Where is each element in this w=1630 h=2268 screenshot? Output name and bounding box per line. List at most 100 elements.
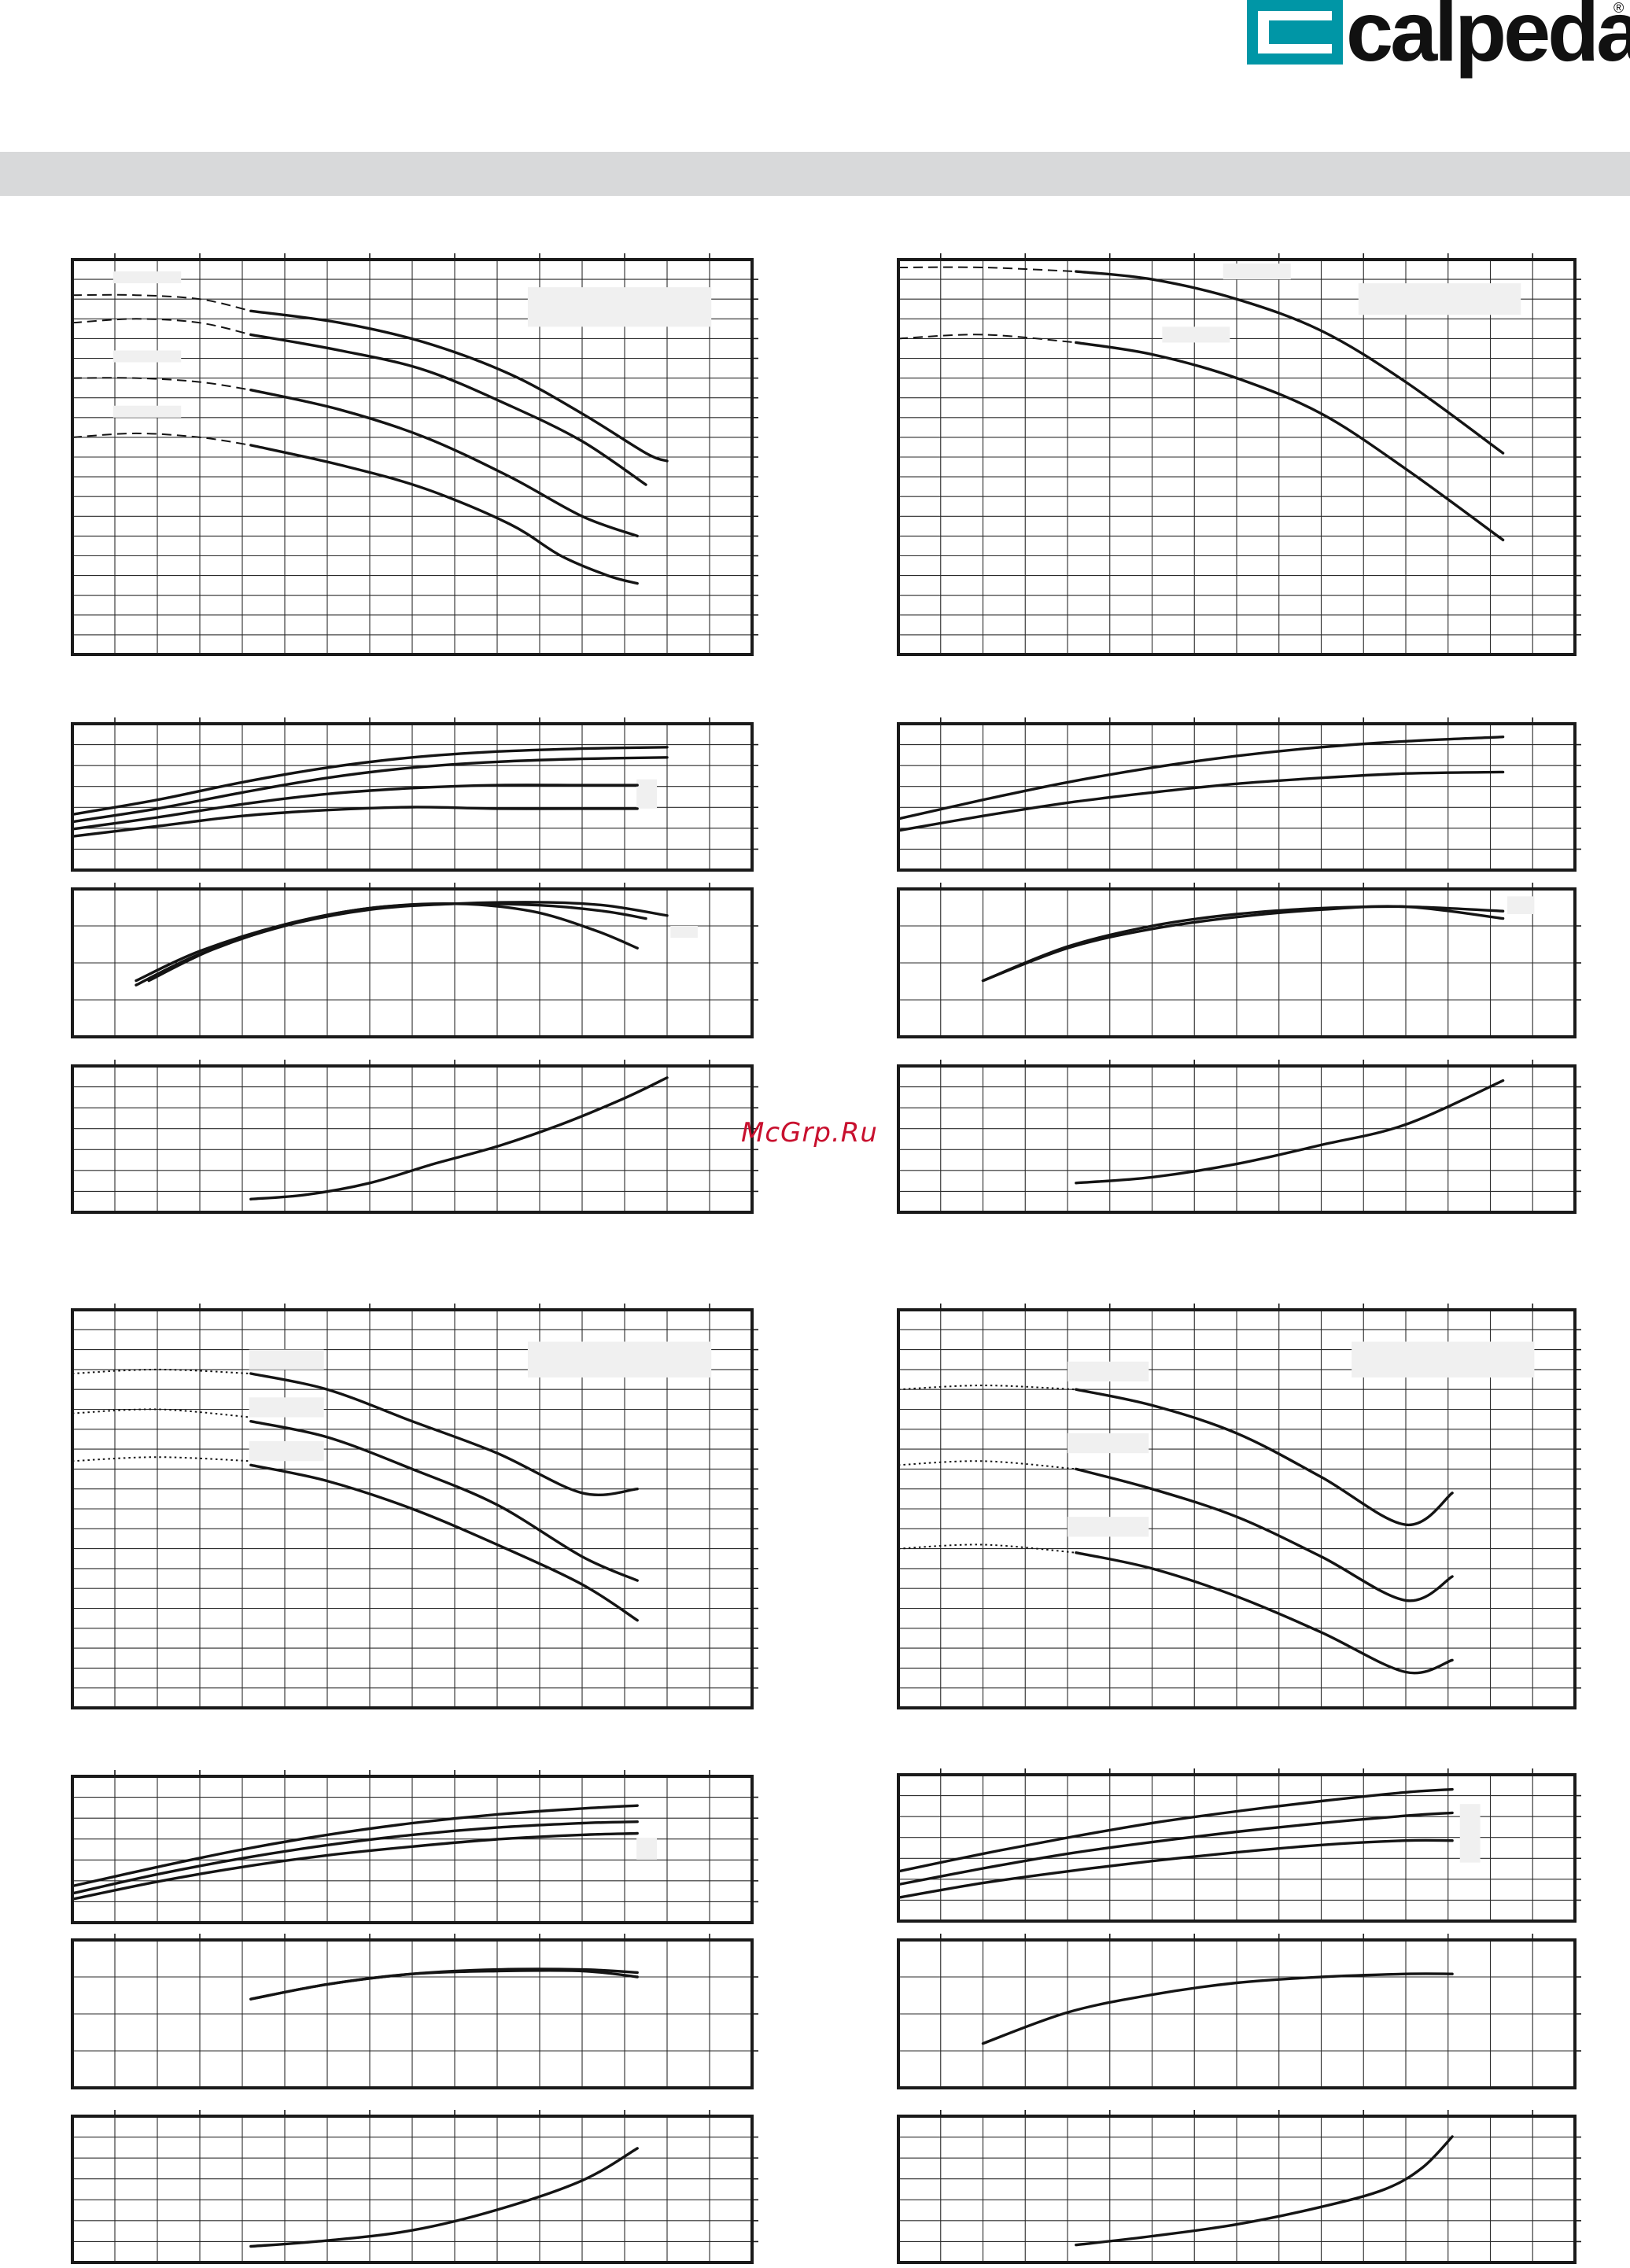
gridlines: [72, 1776, 752, 1923]
gridlines: [72, 2116, 752, 2262]
power-curve-1: [71, 1804, 639, 1888]
power-curve-1: [897, 1787, 1454, 1873]
gridlines: [72, 724, 752, 870]
power-curve-3: [897, 1838, 1454, 1899]
head-curve-3: [1075, 1551, 1454, 1675]
registered-mark: ®: [1613, 0, 1624, 16]
head-curve-2: [249, 1420, 639, 1582]
gridlines: [898, 2116, 1575, 2262]
npsh-curve-1: [249, 1076, 669, 1200]
label-placeholder: [1459, 1804, 1481, 1863]
power-curve-3: [71, 1831, 639, 1901]
curve-extension: [72, 432, 251, 446]
axis-ticks: [114, 2110, 758, 2243]
gridlines: [898, 724, 1575, 870]
axis-ticks: [114, 1934, 758, 2052]
curve-extension: [72, 293, 252, 312]
efficiency-curve-1: [981, 905, 1505, 983]
plot-frame: [71, 887, 754, 1038]
power-curve-3: [71, 784, 639, 831]
power-curve-1: [897, 736, 1505, 821]
efficiency-curve-3: [147, 902, 639, 983]
plot-frame: [897, 1308, 1577, 1709]
chart-a-efficiency: [71, 883, 758, 1038]
gridlines: [72, 889, 752, 1037]
head-curve-4: [249, 444, 639, 585]
label-placeholder: [636, 779, 658, 809]
plot-frame: [71, 1064, 754, 1214]
axis-ticks: [114, 717, 758, 850]
plot-frame: [897, 1773, 1577, 1923]
gridlines: [72, 1940, 752, 2088]
header-band: [0, 152, 1630, 196]
head-curve-2: [1075, 1467, 1454, 1602]
power-curve-2: [897, 770, 1505, 832]
head-curve-3: [249, 389, 639, 538]
power-curve-2: [71, 1820, 639, 1895]
label-placeholder: [112, 350, 182, 363]
head-curve-2: [249, 333, 647, 486]
gridlines: [898, 889, 1575, 1037]
curve-extension: [898, 1385, 1076, 1391]
npsh-curve-1: [1075, 2135, 1454, 2247]
npsh-curve-1: [1075, 1079, 1505, 1185]
chart-d-head: [897, 1304, 1581, 1709]
curve-extension: [898, 266, 1076, 273]
axis-ticks: [939, 1934, 1581, 2052]
curve-extension: [898, 1460, 1076, 1470]
efficiency-curve-2: [135, 902, 647, 983]
efficiency-curve-1: [981, 1972, 1454, 2045]
axis-ticks: [114, 883, 758, 1001]
label-placeholder: [1507, 896, 1535, 914]
chart-a-npsh: [71, 1060, 758, 1214]
plot-frame: [897, 722, 1577, 872]
efficiency-curve-2: [981, 905, 1505, 983]
brand-name: calpeda: [1346, 0, 1630, 79]
gridlines: [898, 1066, 1575, 1212]
head-curve-3: [249, 1463, 639, 1622]
curve-extension: [72, 1368, 251, 1374]
label-placeholder: [1222, 264, 1291, 280]
curve-extension: [72, 1456, 251, 1462]
power-curve-2: [71, 756, 669, 824]
head-curve-1: [249, 1372, 639, 1496]
calpeda-logo: calpeda ®: [1247, 0, 1630, 87]
plot-frame: [897, 1938, 1577, 2089]
calpeda-logo-mark: [1247, 0, 1343, 65]
chart-a-head: [71, 253, 758, 656]
power-curve-4: [71, 806, 639, 838]
chart-b-head: [897, 253, 1581, 656]
head-curve-1: [1075, 270, 1505, 455]
label-placeholder: [1068, 1517, 1149, 1537]
label-placeholder: [1358, 283, 1521, 315]
label-placeholder: [527, 1341, 712, 1378]
chart-c-head: [71, 1304, 758, 1709]
chart-c-efficiency: [71, 1934, 758, 2089]
efficiency-curve-1: [135, 901, 669, 986]
axis-ticks: [114, 1770, 758, 1903]
plot-frame: [71, 722, 754, 872]
axis-ticks: [939, 1768, 1581, 1901]
plot-frame: [897, 887, 1577, 1038]
label-placeholder: [249, 1349, 324, 1370]
label-placeholder: [1068, 1433, 1149, 1454]
gridlines: [898, 1940, 1575, 2088]
efficiency-curve-2: [249, 1969, 639, 2001]
label-placeholder: [1352, 1341, 1535, 1378]
label-placeholder: [527, 287, 712, 327]
power-curve-2: [897, 1811, 1454, 1886]
gridlines: [72, 260, 752, 655]
chart-a-power: [71, 717, 758, 872]
curve-extension: [72, 377, 251, 391]
power-curve-1: [71, 746, 669, 816]
label-placeholder: [1162, 326, 1230, 343]
chart-d-efficiency: [897, 1934, 1581, 2089]
head-curve-2: [1075, 341, 1505, 542]
label-placeholder: [1068, 1361, 1149, 1382]
gridlines: [898, 1310, 1575, 1708]
label-placeholder: [249, 1397, 324, 1418]
chart-d-npsh: [897, 2110, 1581, 2264]
chart-b-npsh: [897, 1060, 1581, 1214]
chart-c-npsh: [71, 2110, 758, 2264]
watermark: McGrp.Ru: [741, 1117, 878, 1149]
